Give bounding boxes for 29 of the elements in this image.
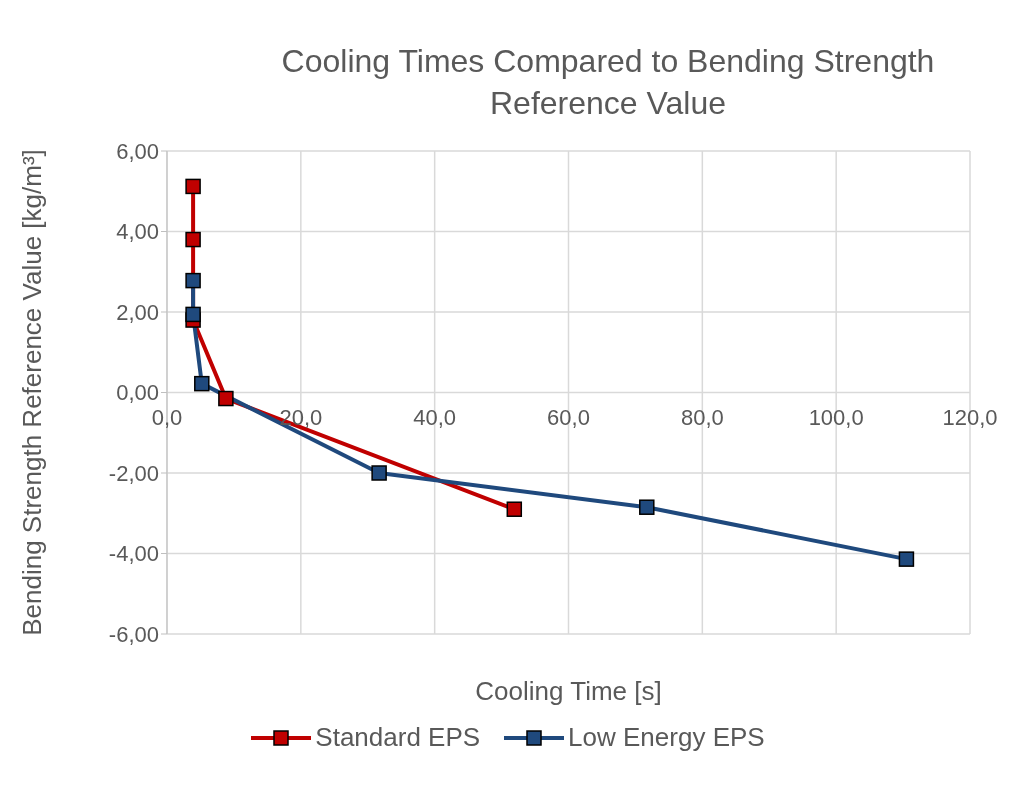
y-axis-title: Bending Strength Reference Value [kg/m³] — [17, 149, 48, 636]
point — [639, 499, 655, 515]
x-tick-label: 100,0 — [808, 404, 864, 430]
point — [371, 465, 387, 481]
y-tick-label: -2,00 — [108, 460, 159, 486]
x-tick-label: 80,0 — [680, 404, 724, 430]
point — [185, 272, 201, 289]
point — [185, 306, 201, 323]
x-tick-label: 120,0 — [942, 404, 998, 430]
y-tick-label: 6,00 — [116, 138, 159, 164]
x-axis-title: Cooling Time [s] — [475, 676, 662, 706]
point — [898, 551, 915, 567]
chart-title: Cooling Times Compared to Bending Strength Reference Value — [281, 43, 935, 121]
y-tick-label: -6,00 — [108, 621, 159, 647]
x-tick-label: 40,0 — [413, 404, 457, 430]
x-tick-label: 0,0 — [151, 404, 183, 430]
point — [185, 178, 201, 195]
point — [194, 375, 210, 392]
y-tick-label: 2,00 — [116, 299, 159, 325]
x-tick-label: 20,0 — [279, 404, 323, 430]
legend-label: Low Energy EPS — [568, 722, 765, 753]
x-tick-label: 60,0 — [547, 404, 590, 430]
y-tick-label: -4,00 — [108, 541, 159, 567]
point — [506, 501, 523, 517]
legend-label: Standard EPS — [315, 722, 481, 753]
point — [218, 390, 234, 407]
y-tick-label: 4,00 — [116, 219, 159, 245]
point — [185, 231, 201, 248]
y-tick-label: 0,00 — [116, 380, 159, 406]
